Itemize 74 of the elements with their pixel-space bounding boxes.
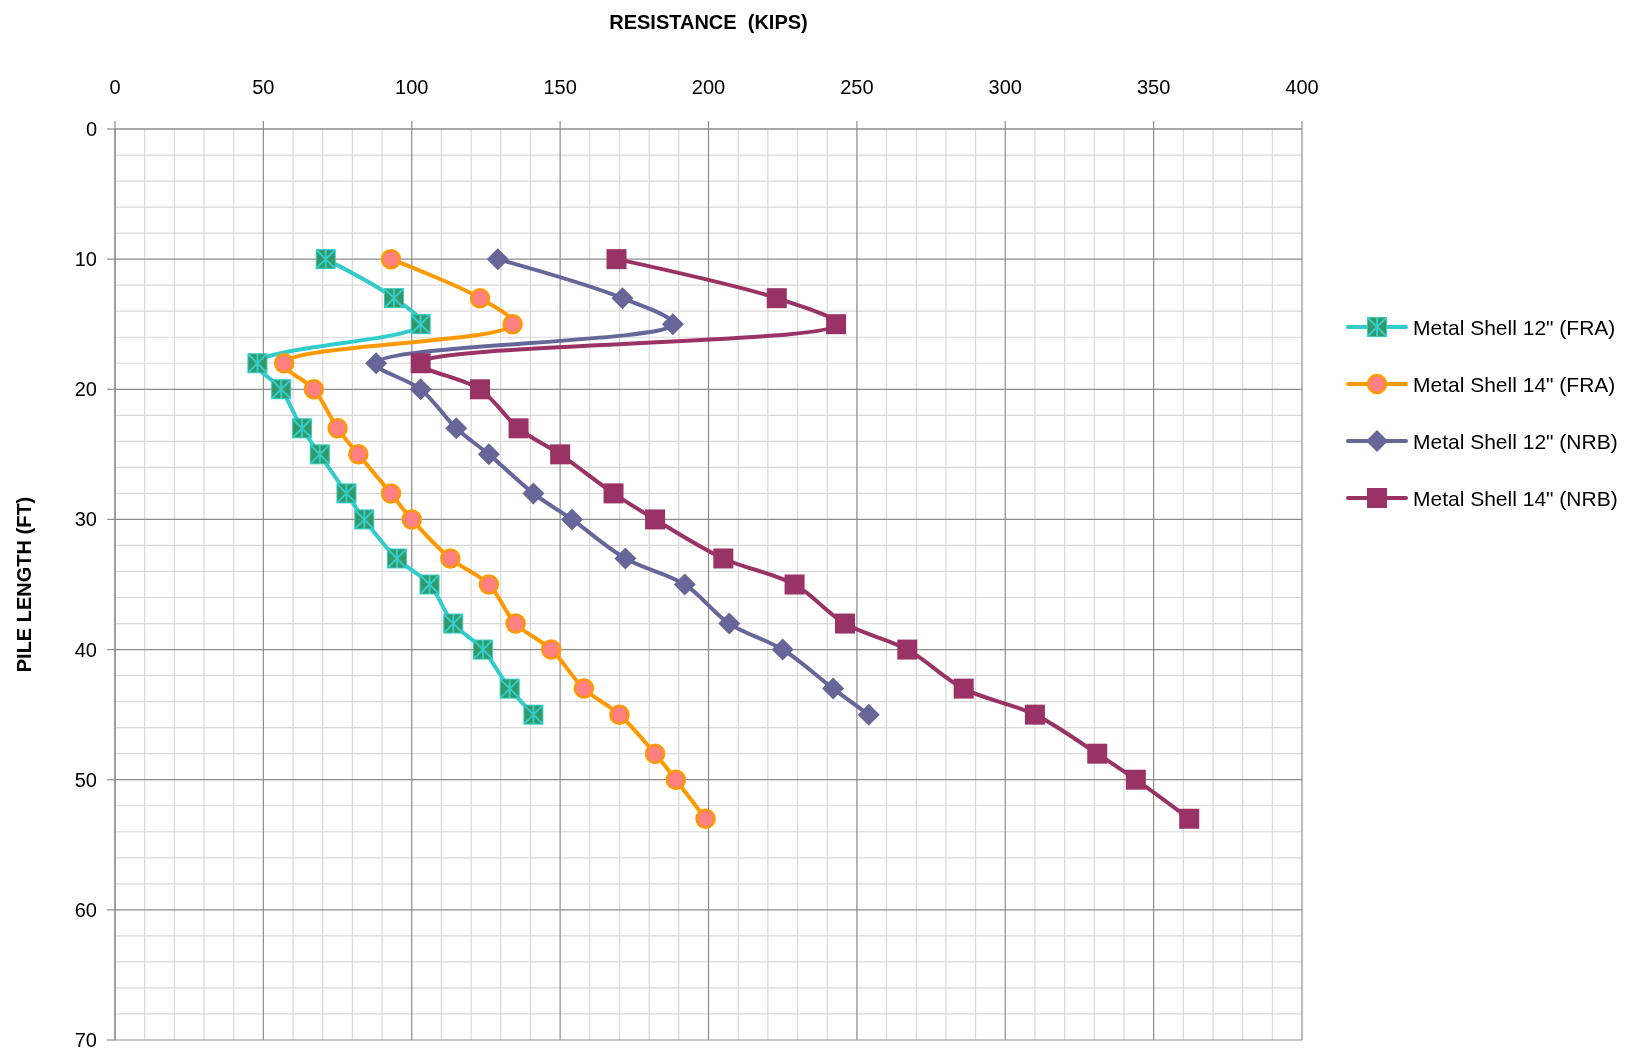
- point: [508, 418, 529, 439]
- point: [614, 547, 637, 570]
- point: [645, 509, 666, 530]
- point: [771, 638, 794, 661]
- point: [1179, 808, 1200, 829]
- point: [609, 704, 630, 725]
- point: [953, 678, 974, 699]
- point: [445, 417, 468, 440]
- point: [661, 313, 684, 336]
- legend-label: Metal Shell 12" (FRA): [1413, 315, 1616, 339]
- point: [478, 574, 500, 595]
- y-tick-label: 70: [74, 1029, 97, 1051]
- point: [327, 418, 348, 439]
- x-tick-label: 50: [252, 76, 275, 98]
- point: [380, 483, 402, 504]
- x-tick-label: 0: [109, 76, 121, 98]
- point: [273, 353, 295, 374]
- point: [410, 353, 431, 374]
- x-tick-label: 300: [988, 76, 1022, 98]
- x-tick-label: 100: [395, 76, 429, 98]
- point: [766, 288, 787, 309]
- point: [644, 743, 666, 764]
- point: [713, 548, 734, 569]
- point: [348, 444, 369, 465]
- point: [897, 639, 918, 660]
- point: [822, 677, 845, 700]
- y-tick-label: 10: [74, 248, 97, 271]
- x-tick-label: 150: [543, 76, 577, 98]
- point: [486, 248, 509, 271]
- point: [826, 314, 847, 335]
- y-tick-label: 30: [74, 508, 97, 531]
- point: [1087, 743, 1108, 764]
- point: [835, 613, 856, 634]
- point: [695, 808, 716, 830]
- point: [1125, 769, 1146, 790]
- point: [603, 483, 624, 504]
- y-tick-label: 60: [74, 898, 97, 921]
- point: [784, 574, 805, 595]
- y-tick-label: 0: [85, 118, 97, 140]
- point: [505, 613, 526, 634]
- y-tick-label: 40: [74, 638, 97, 661]
- point: [477, 443, 500, 466]
- y-axis-title: PILE LENGTH (FT): [13, 496, 35, 673]
- point: [380, 248, 402, 270]
- point: [857, 703, 880, 726]
- point: [606, 249, 627, 270]
- point: [611, 287, 634, 310]
- point: [718, 612, 741, 635]
- point: [561, 508, 583, 531]
- point: [365, 352, 388, 375]
- point: [573, 678, 595, 699]
- point: [303, 379, 325, 400]
- y-tick-label: 50: [74, 768, 97, 791]
- point: [401, 509, 422, 530]
- point: [409, 378, 432, 401]
- point: [540, 639, 562, 660]
- x-tick-label: 250: [840, 76, 874, 98]
- point: [550, 444, 571, 465]
- legend-label: Metal Shell 14" (NRB): [1413, 486, 1618, 510]
- x-axis-title: RESISTANCE (KIPS): [609, 11, 808, 33]
- point: [469, 287, 491, 309]
- point: [522, 482, 545, 505]
- point: [502, 313, 523, 335]
- legend-label: Metal Shell 12" (NRB): [1413, 429, 1618, 453]
- legend-label: Metal Shell 14" (FRA): [1413, 372, 1616, 396]
- point: [673, 573, 696, 596]
- point: [1024, 704, 1045, 725]
- point: [440, 548, 461, 569]
- point: [470, 379, 490, 400]
- point: [665, 769, 687, 790]
- y-tick-label: 20: [74, 378, 97, 401]
- x-tick-label: 350: [1136, 76, 1171, 98]
- x-tick-label: 400: [1285, 76, 1319, 98]
- x-tick-label: 200: [691, 76, 726, 98]
